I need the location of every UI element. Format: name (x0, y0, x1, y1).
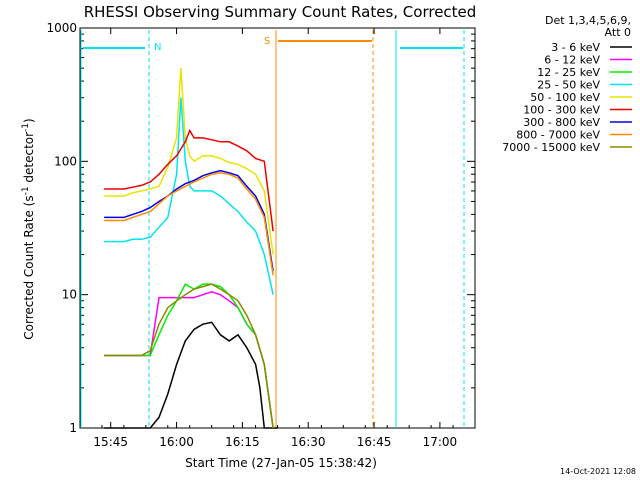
legend-header-2: Att 0 (605, 26, 631, 39)
legend-label: 100 - 300 keV (523, 104, 600, 117)
legend-label: 6 - 12 keV (544, 54, 600, 67)
series-lines (104, 68, 278, 429)
legend-label: 12 - 25 keV (537, 66, 600, 79)
series-line (104, 283, 274, 429)
y-axis-label: Corrected Count Rate (s-1 detector-1) (21, 118, 36, 339)
legend-label: 800 - 7000 keV (516, 129, 600, 142)
series-line (104, 97, 274, 295)
footer-date: 14-Oct-2021 12:08 (560, 467, 636, 476)
y-tick-label: 1 (69, 421, 77, 435)
legend-header-1: Det 1,3,4,5,6,9, (545, 14, 631, 27)
legend-label: 25 - 50 keV (537, 79, 600, 92)
x-axis-ticks: 15:45 16:00 16:15 16:30 16:45 17:00 (79, 28, 476, 449)
x-tick-label: 16:30 (291, 435, 326, 449)
x-axis-label: Start Time (27-Jan-05 15:38:42) (185, 456, 377, 470)
series-line (104, 291, 274, 429)
y-tick-label: 10 (62, 288, 77, 302)
plot-frame (79, 27, 476, 429)
saa-marker-label: S (264, 36, 270, 47)
y-axis-ticks: 1 10 100 1000 (46, 21, 475, 435)
series-line (104, 169, 274, 272)
series-line (104, 128, 274, 232)
series-line (104, 68, 274, 255)
x-tick-label: 17:00 (423, 435, 458, 449)
legend-label: 7000 - 15000 keV (502, 141, 600, 154)
x-tick-label: 15:45 (93, 435, 128, 449)
x-tick-label: 16:45 (357, 435, 392, 449)
legend-label: 300 - 800 keV (523, 116, 600, 129)
series-line (104, 172, 274, 276)
y-tick-label: 100 (54, 154, 77, 168)
y-tick-label: 1000 (46, 21, 77, 35)
attenuator-markers: N S (80, 30, 465, 428)
series-line (104, 321, 278, 429)
legend-label: 3 - 6 keV (551, 41, 600, 54)
x-tick-label: 16:15 (225, 435, 260, 449)
x-tick-label: 16:00 (159, 435, 194, 449)
n-marker-label: N (154, 42, 161, 53)
chart-title: RHESSI Observing Summary Count Rates, Co… (84, 3, 477, 21)
legend-label: 50 - 100 keV (530, 91, 600, 104)
series-line (104, 283, 274, 429)
